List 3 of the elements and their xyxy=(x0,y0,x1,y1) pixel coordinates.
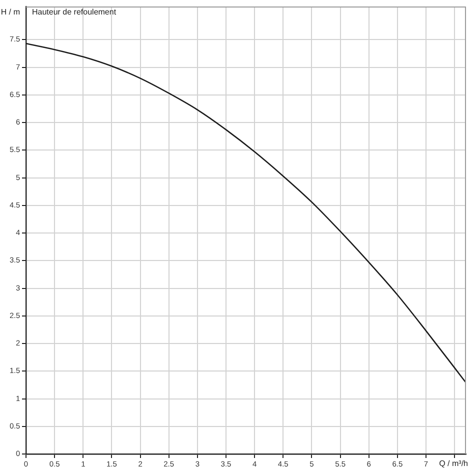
y-axis-title: H / m xyxy=(0,8,20,17)
chart-title: Hauteur de refoulement xyxy=(32,8,117,17)
x-axis-title: Q / m³/h xyxy=(439,459,468,468)
